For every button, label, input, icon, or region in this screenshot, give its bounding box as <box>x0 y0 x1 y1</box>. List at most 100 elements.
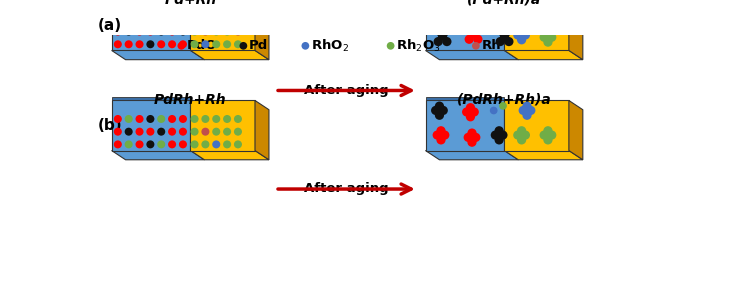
Circle shape <box>494 126 504 135</box>
Circle shape <box>499 102 507 110</box>
Circle shape <box>469 29 478 39</box>
Text: PdRh+Rh: PdRh+Rh <box>154 93 227 107</box>
Circle shape <box>474 2 483 11</box>
Circle shape <box>547 33 556 42</box>
Polygon shape <box>504 151 583 160</box>
Text: (a): (a) <box>97 18 122 33</box>
Circle shape <box>435 111 444 120</box>
Circle shape <box>114 115 122 123</box>
Circle shape <box>521 30 530 39</box>
Circle shape <box>223 140 231 148</box>
Circle shape <box>435 27 445 36</box>
Circle shape <box>168 128 176 136</box>
Circle shape <box>502 27 511 36</box>
Circle shape <box>440 27 449 36</box>
Circle shape <box>179 140 187 148</box>
Text: RhO$_2$: RhO$_2$ <box>311 38 349 54</box>
Circle shape <box>543 135 553 145</box>
Circle shape <box>523 1 531 11</box>
Circle shape <box>467 138 477 147</box>
Circle shape <box>213 15 220 23</box>
Circle shape <box>539 131 549 140</box>
Circle shape <box>146 15 154 23</box>
Circle shape <box>234 115 242 123</box>
Circle shape <box>438 106 448 115</box>
Circle shape <box>190 140 199 148</box>
Circle shape <box>213 140 220 148</box>
Polygon shape <box>255 100 269 160</box>
Text: Pd+Rh: Pd+Rh <box>165 0 216 7</box>
Circle shape <box>136 40 144 48</box>
Circle shape <box>234 128 242 136</box>
Circle shape <box>475 12 485 21</box>
Circle shape <box>465 35 474 44</box>
Circle shape <box>539 33 549 42</box>
Circle shape <box>125 40 133 48</box>
Circle shape <box>157 15 165 23</box>
Circle shape <box>523 111 531 120</box>
Circle shape <box>491 131 500 140</box>
Circle shape <box>213 40 220 48</box>
Circle shape <box>526 6 536 15</box>
Circle shape <box>146 128 154 136</box>
Circle shape <box>504 37 514 46</box>
Circle shape <box>223 15 231 23</box>
Circle shape <box>179 15 187 23</box>
Circle shape <box>462 107 472 117</box>
Circle shape <box>472 42 480 50</box>
Text: After aging: After aging <box>304 84 389 97</box>
Circle shape <box>519 6 528 15</box>
Circle shape <box>513 30 523 39</box>
Circle shape <box>146 40 154 48</box>
Circle shape <box>467 128 477 138</box>
Circle shape <box>114 128 122 136</box>
Circle shape <box>223 115 231 123</box>
Circle shape <box>543 38 553 47</box>
Circle shape <box>125 15 133 23</box>
Circle shape <box>234 15 242 23</box>
Circle shape <box>114 15 122 23</box>
Polygon shape <box>190 0 255 51</box>
Circle shape <box>519 106 528 115</box>
Polygon shape <box>111 0 190 51</box>
Circle shape <box>430 10 440 19</box>
Circle shape <box>437 0 446 10</box>
Circle shape <box>157 27 165 36</box>
Circle shape <box>136 15 144 23</box>
Circle shape <box>471 25 480 34</box>
Circle shape <box>136 140 144 148</box>
Circle shape <box>201 128 210 136</box>
Circle shape <box>490 107 497 114</box>
Circle shape <box>432 0 442 10</box>
Circle shape <box>494 135 504 145</box>
Circle shape <box>201 140 210 148</box>
Circle shape <box>523 11 531 20</box>
Circle shape <box>146 27 154 36</box>
Circle shape <box>496 37 505 46</box>
Circle shape <box>439 10 449 19</box>
Circle shape <box>543 126 553 135</box>
Circle shape <box>201 115 210 123</box>
Circle shape <box>440 131 449 140</box>
Circle shape <box>157 128 165 136</box>
Polygon shape <box>426 0 504 51</box>
Polygon shape <box>111 51 204 60</box>
Polygon shape <box>569 0 583 60</box>
Circle shape <box>471 133 480 142</box>
Circle shape <box>114 40 122 48</box>
Circle shape <box>521 131 530 140</box>
Polygon shape <box>111 98 190 100</box>
Circle shape <box>201 40 210 48</box>
Circle shape <box>302 42 309 50</box>
Circle shape <box>517 135 526 145</box>
Polygon shape <box>504 51 583 60</box>
Circle shape <box>168 40 176 48</box>
Polygon shape <box>190 51 269 60</box>
Polygon shape <box>190 151 269 160</box>
Polygon shape <box>426 51 518 60</box>
Circle shape <box>473 35 483 44</box>
Text: After aging: After aging <box>304 182 389 195</box>
Circle shape <box>387 42 395 50</box>
Circle shape <box>114 140 122 148</box>
Circle shape <box>201 27 210 36</box>
